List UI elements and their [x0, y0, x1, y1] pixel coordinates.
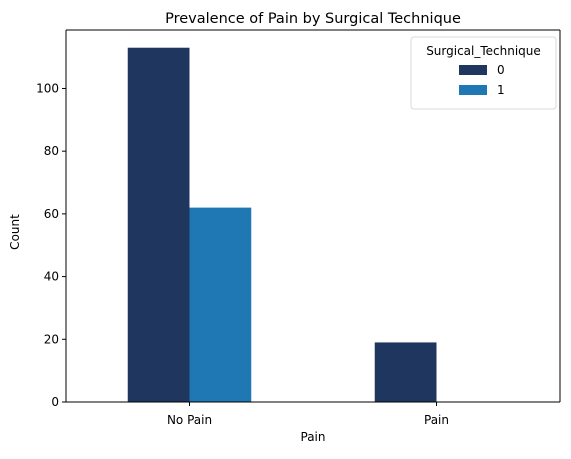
bar-series-0-no-pain: [127, 47, 190, 402]
y-tick-label-60: 60: [44, 207, 59, 221]
bar-series-0-pain: [374, 342, 437, 402]
legend-swatch-series-1: [459, 85, 487, 95]
bar-series-1-no-pain: [189, 207, 252, 402]
y-tick-label-80: 80: [44, 144, 59, 158]
x-axis-label: Pain: [301, 430, 326, 444]
y-axis-label: Count: [8, 214, 22, 250]
legend-label-series-1: 1: [497, 83, 505, 97]
x-tick-label-no-pain: No Pain: [167, 413, 212, 427]
y-tick-label-20: 20: [44, 332, 59, 346]
y-tick-label-0: 0: [51, 395, 59, 409]
y-tick-label-100: 100: [36, 81, 59, 95]
legend-label-series-0: 0: [497, 63, 505, 77]
chart-title: Prevalence of Pain by Surgical Technique: [165, 11, 461, 27]
y-tick-label-40: 40: [44, 270, 59, 284]
x-tick-label-pain: Pain: [424, 413, 449, 427]
legend-title: Surgical_Technique: [426, 44, 541, 58]
legend-swatch-series-0: [459, 65, 487, 75]
legend: Surgical_Technique 0 1: [410, 36, 557, 110]
